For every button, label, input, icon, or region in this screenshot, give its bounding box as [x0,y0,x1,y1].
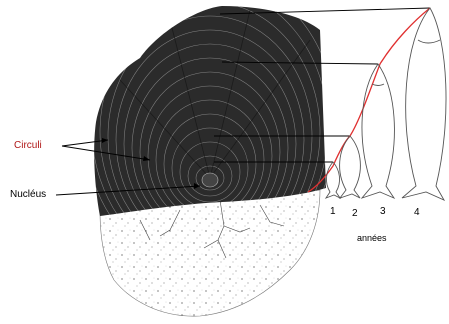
circuli-label: Circuli [14,140,42,151]
years-axis-label: années [357,233,387,243]
year-label-1: 1 [330,206,336,217]
label-pointers [55,139,201,196]
year-label-3: 3 [380,206,386,217]
scale-posterior-cracks [139,199,285,259]
year-label-2: 2 [352,208,358,219]
fish-outline-icon [324,7,447,201]
growth-curve [307,7,431,193]
annulus-leader-lines [214,7,431,163]
nucleus-label: Nucléus [10,189,47,200]
year-label-4: 4 [414,207,420,218]
pointer-arrowheads [102,138,200,189]
scale-circuli-rings [94,6,326,216]
scale-anterior-field [94,6,326,216]
scale-nucleus [201,172,219,188]
